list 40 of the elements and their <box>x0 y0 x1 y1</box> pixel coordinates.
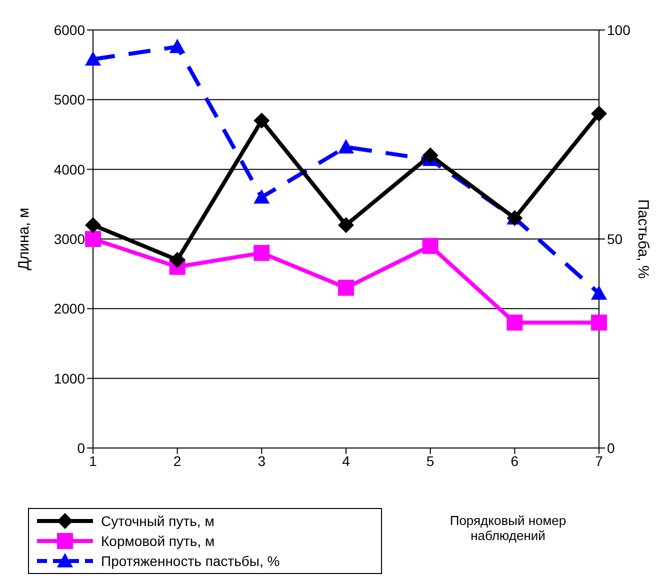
y-tick-label: 0 <box>77 440 86 456</box>
x-tick-label: 7 <box>595 452 604 469</box>
point <box>338 280 354 296</box>
y2-axis-title: Пастьба, % <box>634 199 652 279</box>
legend-label: Суточный путь, м <box>101 513 214 529</box>
point <box>591 106 607 122</box>
y2-tick-label: 50 <box>607 230 623 247</box>
x-tick-label: 5 <box>426 452 434 469</box>
x-tick-label: 6 <box>510 452 519 469</box>
point <box>254 244 270 261</box>
y-tick-label: 6000 <box>54 22 86 38</box>
legend-label: Кормовой путь, м <box>101 533 215 549</box>
point <box>422 238 438 254</box>
legend-label: Протяженность пастьбы, % <box>101 553 280 569</box>
y-axis-title: Длина, м <box>15 208 32 270</box>
x-axis-title: Порядковый номер наблюдений <box>448 513 568 543</box>
y-tick-label: 1000 <box>54 370 86 386</box>
point <box>506 314 523 331</box>
y-tick-label: 4000 <box>54 161 86 178</box>
point <box>338 217 354 234</box>
x-tick-label: 4 <box>342 452 350 469</box>
point <box>338 139 354 154</box>
point <box>169 38 186 54</box>
point <box>254 112 270 129</box>
x-tick-label: 2 <box>173 452 182 469</box>
x-tick-label: 3 <box>258 452 266 469</box>
y-tick-label: 3000 <box>54 230 86 247</box>
point <box>85 217 101 234</box>
point <box>169 252 186 268</box>
x-tick-label: 1 <box>89 452 98 469</box>
point <box>85 231 101 247</box>
point <box>85 51 101 66</box>
y2-tick-label: 0 <box>607 440 615 456</box>
y-tick-label: 2000 <box>54 300 86 317</box>
y2-tick-label: 100 <box>607 22 631 38</box>
y-tick-label: 5000 <box>54 92 86 108</box>
point <box>254 189 270 204</box>
point <box>422 147 438 164</box>
point <box>591 314 607 331</box>
point <box>591 285 607 300</box>
